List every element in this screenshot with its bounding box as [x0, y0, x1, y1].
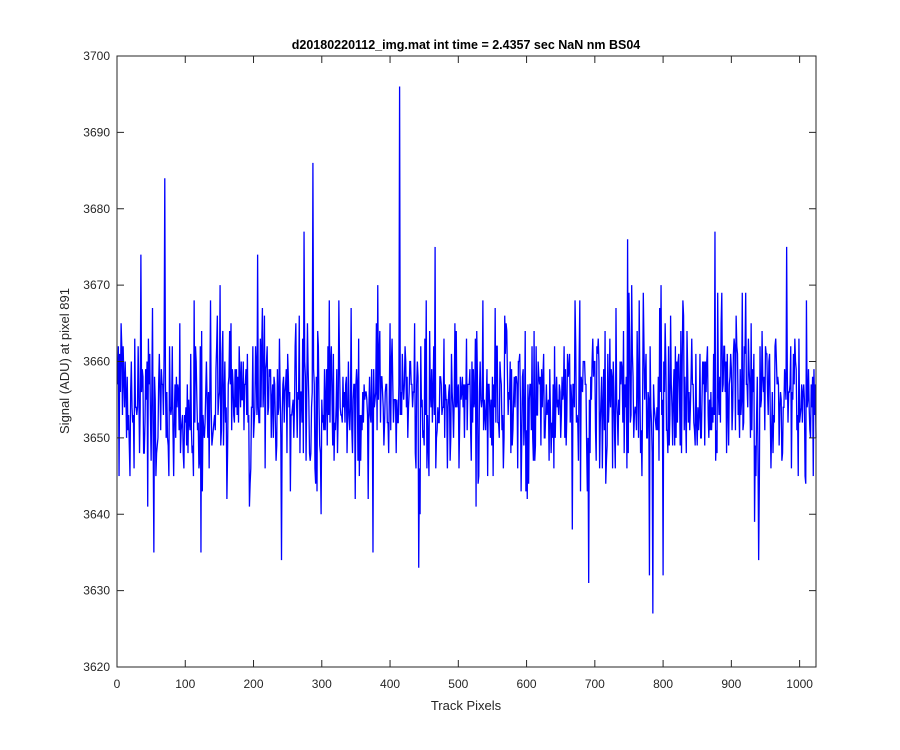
y-axis-label: Signal (ADU) at pixel 891: [57, 288, 72, 434]
x-axis-label: Track Pixels: [431, 698, 502, 713]
y-tick-label: 3620: [83, 660, 110, 674]
series-line: [117, 86, 817, 614]
x-tick-label: 300: [312, 677, 332, 691]
y-tick-label: 3640: [83, 507, 110, 521]
chart-title: d20180220112_img.mat int time = 2.4357 s…: [292, 38, 641, 52]
x-tick-label: 600: [517, 677, 537, 691]
y-tick-label: 3680: [83, 202, 110, 216]
x-tick-label: 100: [175, 677, 195, 691]
x-tick-label: 0: [114, 677, 121, 691]
y-tick-label: 3650: [83, 431, 110, 445]
y-axis: 3620 3630 3640 3650 3660 3670 3680 3690 3700: [83, 49, 816, 674]
y-tick-label: 3690: [83, 125, 110, 139]
x-tick-label: 800: [653, 677, 673, 691]
x-tick-label: 1000: [786, 677, 813, 691]
y-tick-label: 3660: [83, 355, 110, 369]
x-tick-label: 200: [244, 677, 264, 691]
x-tick-label: 400: [380, 677, 400, 691]
y-tick-label: 3630: [83, 584, 110, 598]
x-tick-label: 500: [448, 677, 468, 691]
series-layer: [117, 86, 817, 614]
y-tick-label: 3700: [83, 49, 110, 63]
x-tick-label: 900: [721, 677, 741, 691]
x-axis: 0 100 200 300 400 500 600 700 800 900 1000: [114, 56, 813, 691]
x-tick-label: 700: [585, 677, 605, 691]
y-tick-label: 3670: [83, 278, 110, 292]
